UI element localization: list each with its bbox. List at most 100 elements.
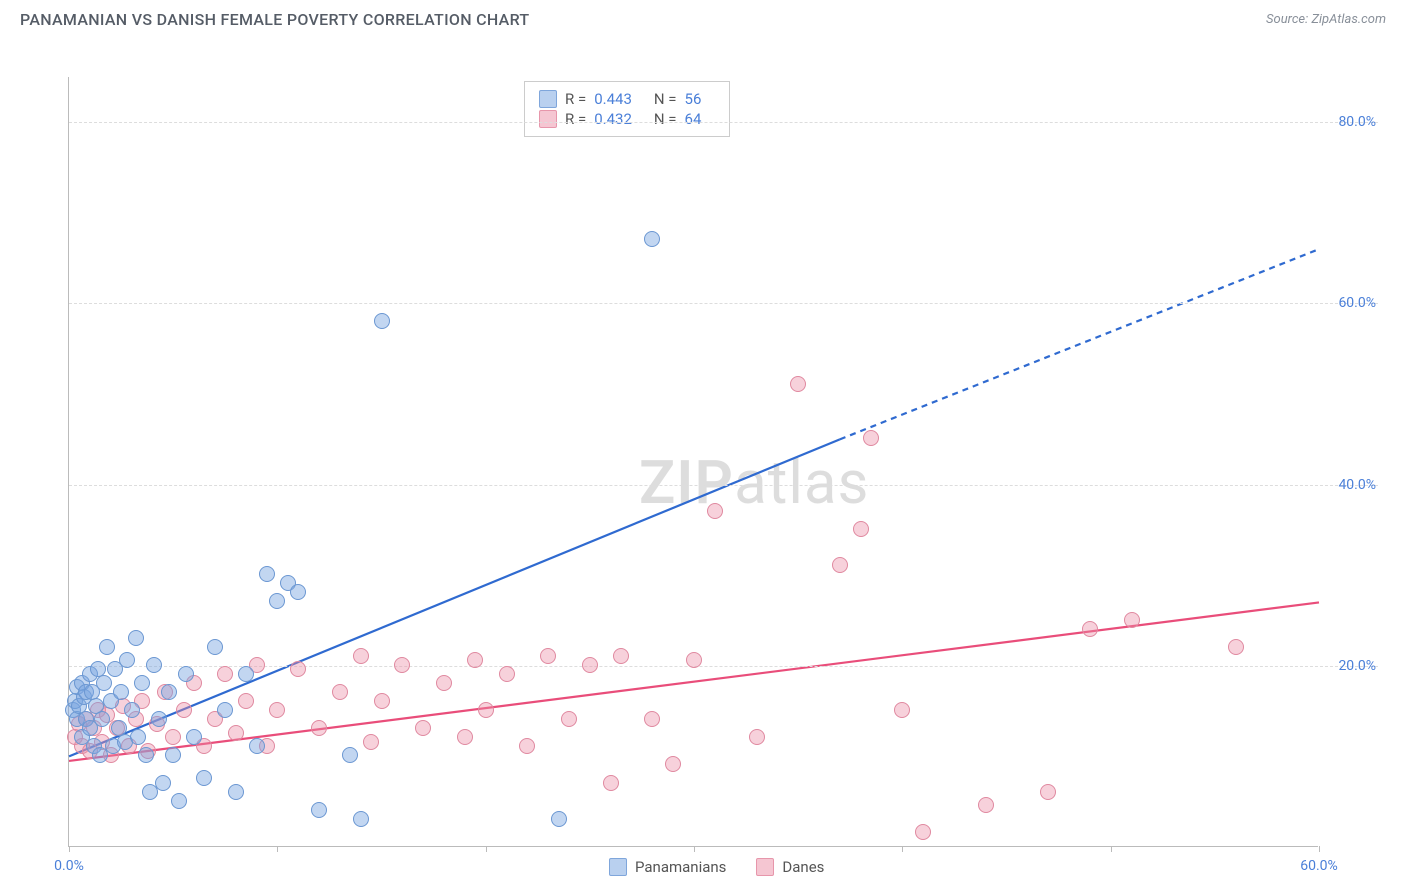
data-point-danes <box>1040 784 1056 800</box>
data-point-danes <box>978 797 994 813</box>
data-point-danes <box>436 675 452 691</box>
data-point-danes <box>603 775 619 791</box>
data-point-danes <box>1124 612 1140 628</box>
data-point-danes <box>665 756 681 772</box>
data-point-panamanians <box>128 630 144 646</box>
swatch-danes <box>539 110 557 128</box>
data-point-panamanians <box>228 784 244 800</box>
x-tick <box>902 846 903 852</box>
data-point-panamanians <box>342 747 358 763</box>
data-point-panamanians <box>165 747 181 763</box>
y-tick-label: 20.0% <box>1338 658 1376 674</box>
legend-row-panamanians: R = 0.443 N = 56 <box>539 90 715 108</box>
data-point-panamanians <box>113 684 129 700</box>
data-point-danes <box>853 521 869 537</box>
data-point-panamanians <box>161 684 177 700</box>
data-point-danes <box>363 734 379 750</box>
gridline <box>69 122 1378 123</box>
data-point-panamanians <box>551 811 567 827</box>
data-point-danes <box>353 648 369 664</box>
chart-source: Source: ZipAtlas.com <box>1266 12 1386 27</box>
swatch-panamanians <box>539 90 557 108</box>
y-tick-label: 80.0% <box>1338 114 1376 130</box>
legend-item-panamanians: Panamanians <box>609 858 726 876</box>
gridline <box>69 666 1378 667</box>
data-point-panamanians <box>134 675 150 691</box>
data-point-panamanians <box>94 711 110 727</box>
data-point-danes <box>457 729 473 745</box>
x-tick <box>1319 846 1320 852</box>
data-point-panamanians <box>119 652 135 668</box>
data-point-danes <box>499 666 515 682</box>
data-point-danes <box>613 648 629 664</box>
data-point-danes <box>749 729 765 745</box>
x-tick <box>277 846 278 852</box>
data-point-panamanians <box>269 593 285 609</box>
data-point-panamanians <box>171 793 187 809</box>
data-point-danes <box>561 711 577 727</box>
gridline <box>69 303 1378 304</box>
series-legend: Panamanians Danes <box>609 858 824 876</box>
data-point-danes <box>217 666 233 682</box>
data-point-panamanians <box>217 702 233 718</box>
data-point-panamanians <box>196 770 212 786</box>
data-point-panamanians <box>374 313 390 329</box>
data-point-panamanians <box>146 657 162 673</box>
swatch-panamanians-icon <box>609 858 627 876</box>
data-point-danes <box>165 729 181 745</box>
data-point-danes <box>644 711 660 727</box>
data-point-danes <box>915 824 931 840</box>
data-point-danes <box>467 652 483 668</box>
data-point-panamanians <box>155 775 171 791</box>
y-tick-label: 60.0% <box>1338 295 1376 311</box>
data-point-panamanians <box>259 566 275 582</box>
x-tick-label: 0.0% <box>54 858 84 874</box>
swatch-danes-icon <box>756 858 774 876</box>
data-point-danes <box>686 652 702 668</box>
x-tick <box>694 846 695 852</box>
data-point-danes <box>1082 621 1098 637</box>
data-point-panamanians <box>311 802 327 818</box>
data-point-danes <box>832 557 848 573</box>
data-point-danes <box>290 661 306 677</box>
data-point-danes <box>415 720 431 736</box>
data-point-panamanians <box>186 729 202 745</box>
data-point-danes <box>894 702 910 718</box>
data-point-panamanians <box>238 666 254 682</box>
data-point-danes <box>519 738 535 754</box>
data-point-danes <box>176 702 192 718</box>
data-point-panamanians <box>151 711 167 727</box>
data-point-danes <box>863 430 879 446</box>
data-point-danes <box>332 684 348 700</box>
data-point-danes <box>238 693 254 709</box>
data-point-panamanians <box>353 811 369 827</box>
x-tick <box>1111 846 1112 852</box>
correlation-legend: R = 0.443 N = 56 R = 0.432 N = 64 <box>524 81 730 137</box>
data-point-danes <box>707 503 723 519</box>
x-tick <box>69 846 70 852</box>
data-point-panamanians <box>124 702 140 718</box>
data-point-danes <box>478 702 494 718</box>
data-point-panamanians <box>99 639 115 655</box>
trend-lines <box>69 77 1319 847</box>
data-point-danes <box>228 725 244 741</box>
plot-area: ZIPatlas R = 0.443 N = 56 R = 0.432 N = … <box>68 77 1318 847</box>
data-point-danes <box>540 648 556 664</box>
chart-title: PANAMANIAN VS DANISH FEMALE POVERTY CORR… <box>20 10 529 29</box>
legend-row-danes: R = 0.432 N = 64 <box>539 110 715 128</box>
data-point-danes <box>790 376 806 392</box>
data-point-panamanians <box>96 675 112 691</box>
data-point-panamanians <box>130 729 146 745</box>
data-point-panamanians <box>644 231 660 247</box>
legend-item-danes: Danes <box>756 858 824 876</box>
data-point-panamanians <box>249 738 265 754</box>
data-point-danes <box>374 693 390 709</box>
data-point-danes <box>582 657 598 673</box>
y-tick-label: 40.0% <box>1338 477 1376 493</box>
gridline <box>69 485 1378 486</box>
x-tick <box>486 846 487 852</box>
data-point-danes <box>311 720 327 736</box>
data-point-panamanians <box>290 584 306 600</box>
chart-header: PANAMANIAN VS DANISH FEMALE POVERTY CORR… <box>0 0 1406 37</box>
data-point-panamanians <box>207 639 223 655</box>
